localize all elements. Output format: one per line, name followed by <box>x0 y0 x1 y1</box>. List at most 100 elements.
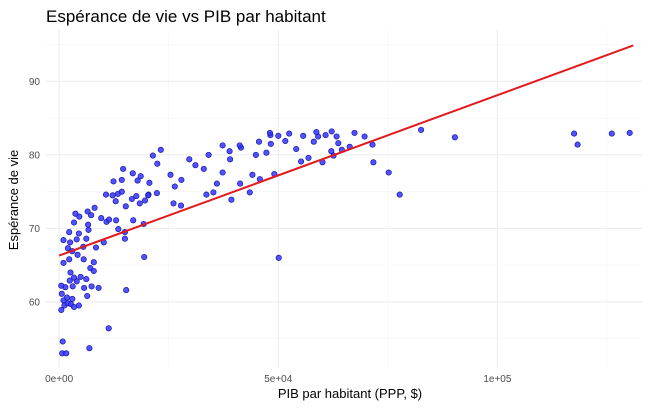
data-point <box>66 277 73 284</box>
data-point <box>115 226 122 233</box>
data-point <box>81 284 88 291</box>
data-point <box>58 290 65 297</box>
data-point <box>313 129 320 136</box>
data-point <box>84 208 91 215</box>
data-point <box>154 160 161 167</box>
data-point <box>255 138 263 145</box>
data-point <box>178 176 185 183</box>
data-point <box>252 151 259 158</box>
data-point <box>282 137 289 145</box>
data-point <box>369 141 376 148</box>
x-axis-title: PIB par habitant (PPP, $) <box>278 386 422 401</box>
data-point <box>110 178 117 185</box>
data-point <box>75 302 82 309</box>
data-point <box>128 195 135 203</box>
data-point <box>167 171 174 178</box>
data-point <box>109 192 116 199</box>
data-point <box>70 274 78 281</box>
data-point <box>396 191 403 198</box>
data-point <box>451 134 458 141</box>
data-point <box>69 295 76 302</box>
data-point <box>90 267 97 275</box>
data-point <box>123 287 130 294</box>
data-point <box>118 176 125 183</box>
data-point <box>328 128 335 135</box>
data-point <box>69 283 76 290</box>
data-point <box>210 189 217 196</box>
data-point <box>133 193 140 200</box>
data-point <box>67 269 74 276</box>
data-point <box>626 129 633 136</box>
y-tick-label: 80 <box>29 150 41 161</box>
data-point <box>122 203 129 210</box>
data-point <box>351 129 358 136</box>
data-point <box>322 132 329 139</box>
data-point <box>74 251 81 258</box>
data-point <box>370 159 377 166</box>
data-point <box>72 210 79 217</box>
y-tick-label: 60 <box>29 297 41 308</box>
data-point <box>266 129 273 136</box>
data-point <box>249 171 256 178</box>
data-point <box>70 219 78 226</box>
data-point <box>136 200 143 207</box>
data-point <box>267 140 274 147</box>
data-point <box>80 256 87 263</box>
data-point <box>63 350 70 357</box>
data-point <box>310 138 317 145</box>
data-point <box>134 177 141 184</box>
trend-line <box>58 44 634 257</box>
data-point <box>66 256 73 263</box>
data-point <box>63 294 71 301</box>
data-point <box>200 165 207 172</box>
x-axis-ticks: 0e+00 5e+04 1e+05 <box>45 374 512 385</box>
data-point <box>203 191 210 198</box>
grid <box>46 30 642 368</box>
data-point <box>286 130 293 137</box>
data-point <box>236 142 243 149</box>
data-point <box>106 216 113 223</box>
data-point <box>88 283 95 290</box>
y-axis-ticks: 60 70 80 90 <box>29 77 41 308</box>
data-point <box>60 259 67 266</box>
data-point <box>219 169 226 176</box>
data-point <box>113 217 120 224</box>
data-point <box>141 253 148 261</box>
data-point <box>227 156 234 163</box>
data-point <box>608 130 615 137</box>
x-tick-label: 0e+00 <box>45 374 74 385</box>
data-point <box>171 183 178 190</box>
data-point <box>88 212 95 219</box>
data-point <box>305 154 312 161</box>
data-point <box>85 221 92 228</box>
data-point <box>333 133 340 140</box>
data-point <box>226 148 233 155</box>
data-point <box>186 156 193 163</box>
data-point <box>149 152 156 159</box>
chart-title: Espérance de vie vs PIB par habitant <box>46 7 326 26</box>
data-point <box>105 325 112 332</box>
data-point <box>385 169 392 176</box>
data-point <box>84 292 91 300</box>
data-point <box>129 170 136 177</box>
data-point <box>112 198 119 205</box>
data-point <box>66 229 73 236</box>
data-points <box>58 126 633 357</box>
data-point <box>67 239 74 246</box>
data-point <box>574 141 581 148</box>
data-point <box>213 180 220 187</box>
data-point <box>157 146 164 153</box>
data-point <box>228 196 235 203</box>
data-point <box>275 254 282 261</box>
data-point <box>146 179 153 186</box>
data-point <box>90 259 97 266</box>
y-tick-label: 90 <box>29 77 41 88</box>
data-point <box>121 235 128 242</box>
data-point <box>145 192 152 199</box>
data-point <box>275 132 282 139</box>
data-point <box>58 282 65 289</box>
data-point <box>118 188 125 195</box>
data-point <box>85 226 92 233</box>
data-point <box>153 190 160 197</box>
